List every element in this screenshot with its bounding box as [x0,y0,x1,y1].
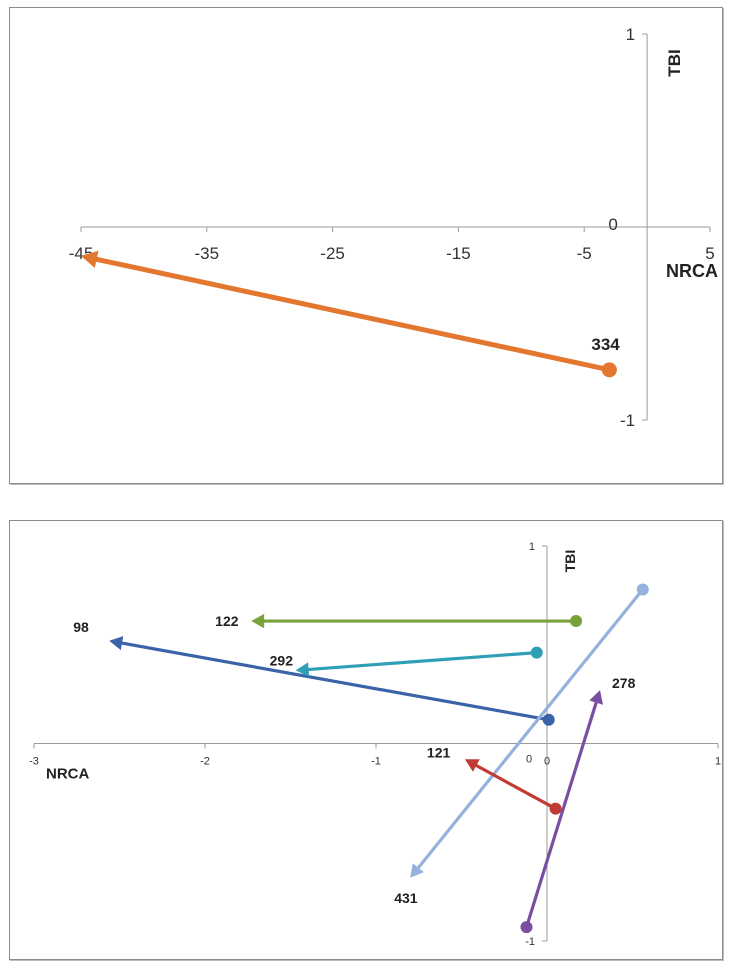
bottom-x-tick-label: 1 [715,756,721,768]
top-y-tick-label: -1 [620,411,635,430]
series-121-arrowhead [464,759,480,772]
series-431-arrowhead [410,863,424,878]
top-x-axis-title: NRCA [666,261,718,281]
series-98-label: 98 [73,619,89,635]
chart-panel-top: -45 -35 -25 -15 -5 5 1 0 -1 NRCA TBI 334 [9,7,723,484]
top-x-tick-label: -25 [320,244,345,263]
series-334-line [91,256,612,373]
series-292-arrowhead [295,662,310,677]
top-x-tick-label: -35 [195,244,220,263]
series-334-arrowhead [81,250,99,268]
series-278-line [524,698,599,929]
bottom-x-tick-label: -3 [29,756,39,768]
bottom-x-tick-label: -2 [200,756,210,768]
chart-bottom-svg: -3 -2 -1 1 0 1 0 -1 NRCA TBI 122 98 292 431 121 278 [29,541,721,948]
series-292-line [304,651,539,672]
series-122-arrowhead [251,613,265,629]
series-98-line [117,641,551,722]
series-278-label: 278 [612,675,636,691]
bottom-x-tick-label: -1 [371,756,381,768]
series-334-label: 334 [591,335,620,354]
bottom-y-tick-label: -1 [525,936,535,948]
bottom-x-axis-title: NRCA [46,766,89,783]
series-431-label: 431 [394,890,418,906]
series-292-start-point [530,646,543,659]
top-x-tick-label: -15 [446,244,471,263]
series-278-arrowhead [589,690,603,705]
series-121-start-point [549,802,562,815]
bottom-y-tick-label: 1 [529,541,535,553]
chart-panel-bottom: -3 -2 -1 1 0 1 0 -1 NRCA TBI 122 98 292 431 121 278 [9,520,723,960]
series-431-line [415,587,645,872]
series-121-line [472,762,558,811]
series-122-label: 122 [215,613,239,629]
series-292-label: 292 [270,652,294,668]
top-y-tick-label: 0 [608,215,617,234]
top-y-tick-label: 1 [626,25,635,44]
top-x-tick-label: -5 [577,244,592,263]
series-278-start-point [520,921,533,934]
top-x-tick-label: 5 [705,244,714,263]
bottom-y-axis-title: TBI [562,550,578,573]
series-98-arrowhead [109,636,124,651]
series-431-start-point [636,583,649,596]
series-121-label: 121 [427,744,451,760]
top-y-axis-title: TBI [665,49,684,76]
series-122-start-point [570,615,583,628]
series-334-start-point [601,362,617,378]
series-98-start-point [542,713,555,726]
bottom-y-tick-label: 0 [526,754,532,766]
bottom-x-tick-label: 0 [544,756,550,768]
